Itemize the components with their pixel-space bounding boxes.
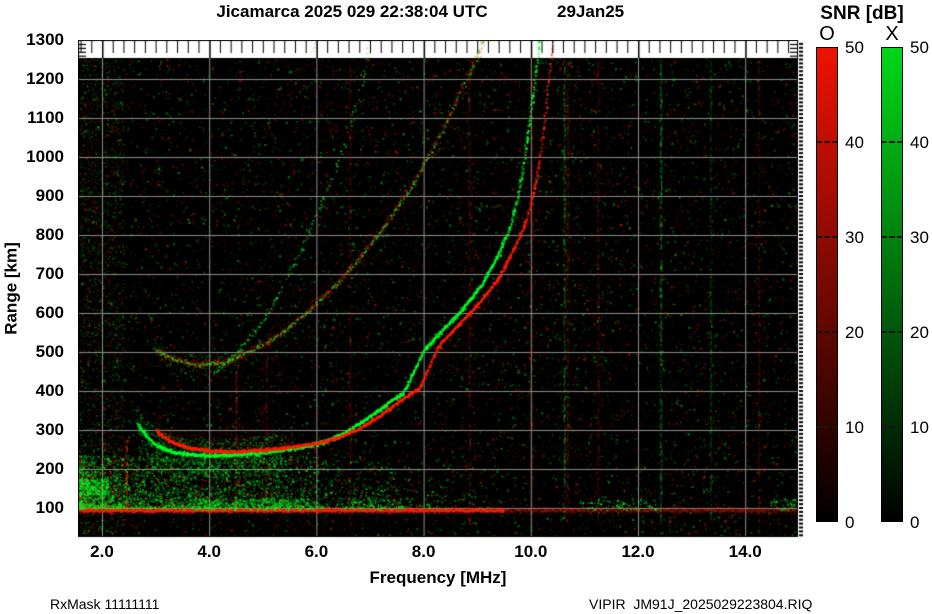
- colorbar-o-gradient: [816, 47, 838, 522]
- colorbar-x-tick-label: 40: [910, 133, 929, 152]
- colorbar-o-tick-label: 20: [845, 323, 864, 342]
- colorbar-o-tick-mark: [816, 236, 838, 238]
- y-tick-label: 200: [35, 459, 64, 478]
- colorbar-o-tick-label: 0: [845, 513, 855, 532]
- y-axis-title: Range [km]: [1, 242, 21, 335]
- y-tick-label: 1200: [26, 69, 64, 88]
- y-tick-label: 1300: [26, 30, 64, 49]
- y-tick-label: 700: [35, 264, 64, 283]
- x-tick-label: 14.0: [728, 542, 762, 561]
- y-tick-label: 1000: [26, 147, 64, 166]
- colorbar-x-tick-mark: [881, 426, 903, 428]
- colorbar-o-label: O: [819, 23, 835, 45]
- colorbar-o-tick-label: 50: [845, 38, 864, 57]
- colorbar-x-label: X: [885, 23, 899, 45]
- x-tick-label: 8.0: [411, 542, 436, 561]
- x-tick-label: 4.0: [197, 542, 221, 561]
- colorbar-x-tick-label: 20: [910, 323, 929, 342]
- colorbar-x-tick-mark: [881, 141, 903, 143]
- x-tick-label: 6.0: [304, 542, 329, 561]
- colorbar-o-tick-mark: [816, 331, 838, 333]
- x-axis-title: Frequency [MHz]: [369, 568, 507, 587]
- x-tick-label: 10.0: [514, 542, 548, 561]
- colorbar-x-tick-label: 10: [910, 418, 929, 437]
- y-tick-label: 1100: [27, 108, 64, 127]
- colorbar-o-tick-mark: [816, 141, 838, 143]
- y-tick-label: 800: [35, 225, 64, 244]
- y-tick-label: 600: [35, 303, 64, 322]
- plot-date: 29Jan25: [557, 2, 625, 21]
- rxmask-footer: RxMask 11111111: [50, 596, 160, 612]
- filename-footer: VIPIR JM91J_2025029223804.RIQ: [589, 596, 813, 612]
- y-tick-label: 500: [35, 342, 64, 361]
- colorbar-title: SNR [dB]: [820, 3, 904, 24]
- y-tick-label: 300: [35, 420, 64, 439]
- y-tick-label: 900: [35, 186, 64, 205]
- y-tick-label: 400: [35, 381, 64, 400]
- colorbar-x-tick-label: 30: [910, 228, 929, 247]
- colorbar-x-tick-mark: [881, 236, 903, 238]
- colorbar-o-tick-label: 10: [845, 418, 864, 437]
- colorbar-x-tick-mark: [881, 331, 903, 333]
- y-tick-label: 100: [35, 498, 64, 517]
- x-tick-label: 12.0: [621, 542, 655, 561]
- x-tick-label: 2.0: [90, 542, 114, 561]
- colorbar-x-tick-label: 0: [910, 513, 920, 532]
- colorbar-o-tick-label: 30: [845, 228, 864, 247]
- plot-title: Jicamarca 2025 029 22:38:04 UTC: [216, 2, 488, 21]
- colorbar-x-gradient: [881, 47, 903, 522]
- colorbar-o-tick-label: 40: [845, 133, 864, 152]
- colorbar-x-tick-label: 50: [910, 38, 929, 57]
- colorbar-o-tick-mark: [816, 426, 838, 428]
- ionogram-canvas: [78, 40, 810, 539]
